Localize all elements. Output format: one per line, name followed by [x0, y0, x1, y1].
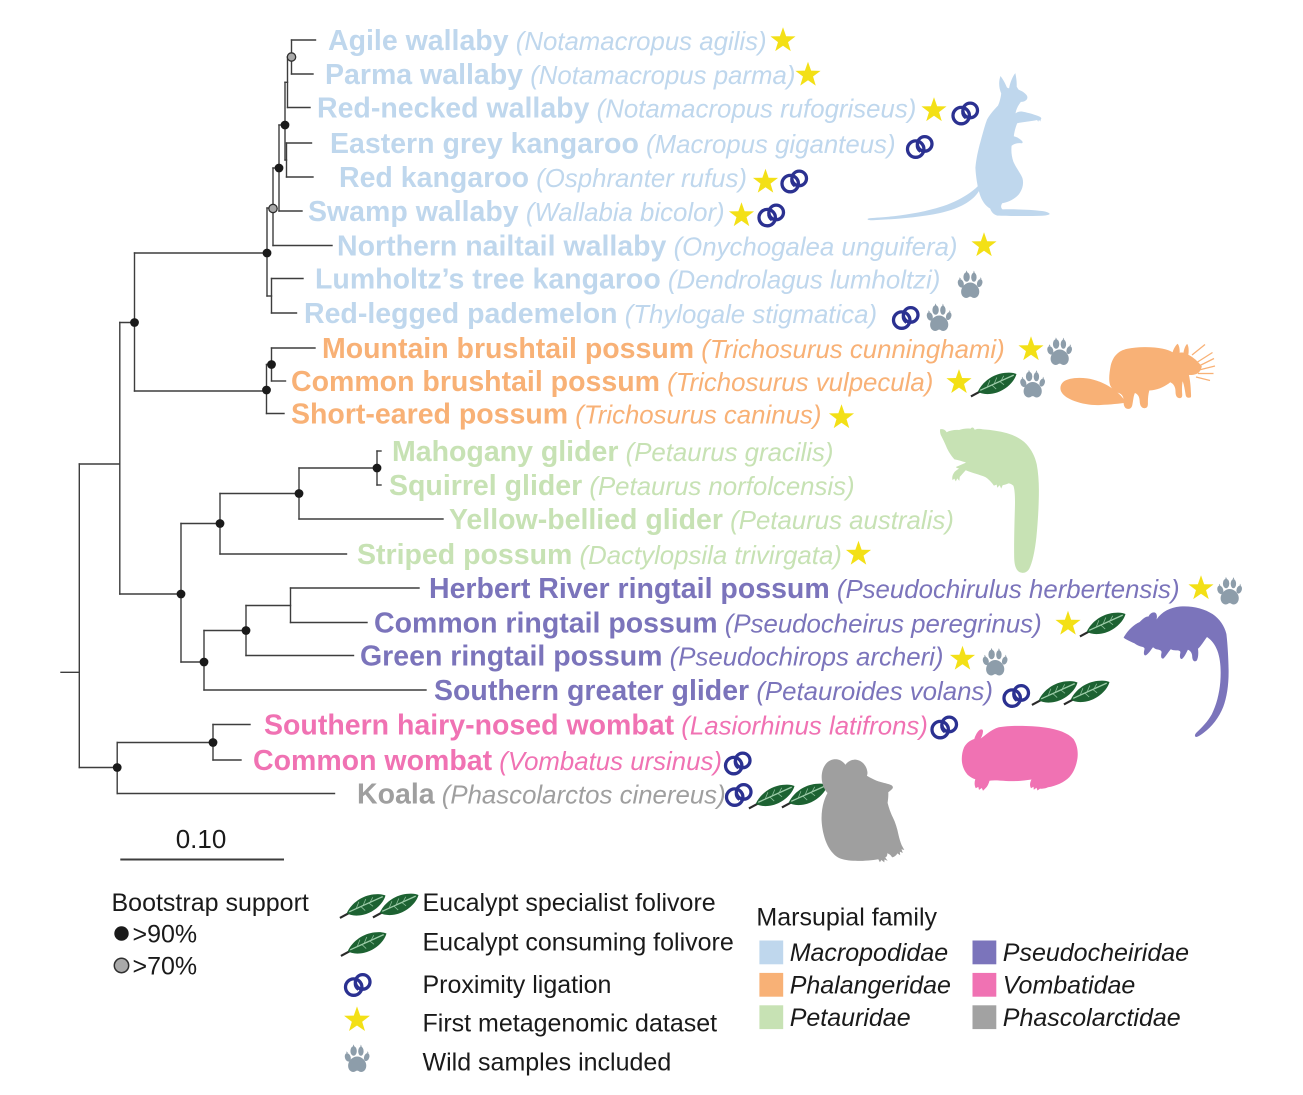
svg-text:Proximity ligation: Proximity ligation	[423, 971, 612, 999]
svg-text:Eucalypt consuming folivore: Eucalypt consuming folivore	[423, 929, 734, 957]
svg-text:Common wombat (Vombatus ursinu: Common wombat (Vombatus ursinus)	[253, 745, 722, 777]
svg-text:Parma wallaby (Notamacropus pa: Parma wallaby (Notamacropus parma)	[325, 59, 795, 91]
svg-text:0.10: 0.10	[176, 824, 227, 854]
svg-text:First metagenomic dataset: First metagenomic dataset	[423, 1010, 718, 1038]
svg-text:Vombatidae: Vombatidae	[1003, 972, 1136, 1000]
svg-text:Short-eared possum (Trichosuru: Short-eared possum (Trichosurus caninus)	[291, 399, 821, 431]
svg-text:Macropodidae: Macropodidae	[790, 939, 948, 967]
svg-text:Phascolarctidae: Phascolarctidae	[1003, 1004, 1181, 1032]
svg-text:Red-legged pademelon (Thylogal: Red-legged pademelon (Thylogale stigmati…	[304, 298, 877, 330]
svg-text:Green ringtail possum (Pseudoc: Green ringtail possum (Pseudochirops arc…	[360, 641, 944, 673]
svg-text:Common ringtail possum (Pseudo: Common ringtail possum (Pseudocheirus pe…	[374, 608, 1042, 640]
svg-text:Swamp wallaby (Wallabia bicolo: Swamp wallaby (Wallabia bicolor)	[308, 196, 725, 228]
svg-text:Marsupial family: Marsupial family	[756, 904, 937, 932]
svg-text:Pseudocheiridae: Pseudocheiridae	[1003, 939, 1189, 967]
svg-text:Common brushtail possum (Trich: Common brushtail possum (Trichosurus vul…	[291, 366, 933, 398]
svg-text:Eastern grey kangaroo (Macropu: Eastern grey kangaroo (Macropus giganteu…	[330, 128, 896, 160]
svg-text:Mahogany glider (Petaurus grac: Mahogany glider (Petaurus gracilis)	[392, 436, 834, 468]
svg-text:Yellow-bellied glider (Petauru: Yellow-bellied glider (Petaurus australi…	[449, 504, 954, 536]
svg-text:Mountain brushtail possum (Tri: Mountain brushtail possum (Trichosurus c…	[322, 333, 1005, 365]
svg-text:Agile wallaby (Notamacropus ag: Agile wallaby (Notamacropus agilis)	[328, 25, 767, 57]
svg-text:Red kangaroo (Osphranter rufus: Red kangaroo (Osphranter rufus)	[339, 162, 747, 194]
svg-text:Northern nailtail wallaby (Ony: Northern nailtail wallaby (Onychogalea u…	[337, 231, 958, 263]
svg-text:Koala (Phascolarctos cinereus): Koala (Phascolarctos cinereus)	[357, 779, 726, 811]
svg-text:Bootstrap support: Bootstrap support	[112, 889, 309, 917]
svg-text:Eucalypt specialist folivore: Eucalypt specialist folivore	[423, 889, 716, 917]
svg-text:>70%: >70%	[133, 952, 198, 980]
svg-text:Striped possum (Dactylopsila t: Striped possum (Dactylopsila trivirgata)	[357, 539, 842, 571]
svg-text:Red-necked wallaby (Notamacrop: Red-necked wallaby (Notamacropus rufogri…	[317, 93, 916, 125]
svg-text:Herbert River ringtail possum: Herbert River ringtail possum (Pseudochi…	[429, 573, 1180, 605]
svg-text:Petauridae: Petauridae	[790, 1004, 911, 1032]
svg-text:Squirrel glider (Petaurus norf: Squirrel glider (Petaurus norfolcensis)	[389, 470, 855, 502]
svg-text:Phalangeridae: Phalangeridae	[790, 972, 951, 1000]
svg-text:Southern greater glider (Petau: Southern greater glider (Petauroides vol…	[434, 675, 993, 707]
svg-text:Wild samples included: Wild samples included	[423, 1049, 672, 1077]
svg-text:Southern hairy-nosed wombat (L: Southern hairy-nosed wombat (Lasiorhinus…	[264, 710, 928, 742]
svg-text:Lumholtz’s tree kangaroo (Dend: Lumholtz’s tree kangaroo (Dendrolagus lu…	[315, 264, 940, 296]
svg-text:>90%: >90%	[133, 920, 198, 948]
